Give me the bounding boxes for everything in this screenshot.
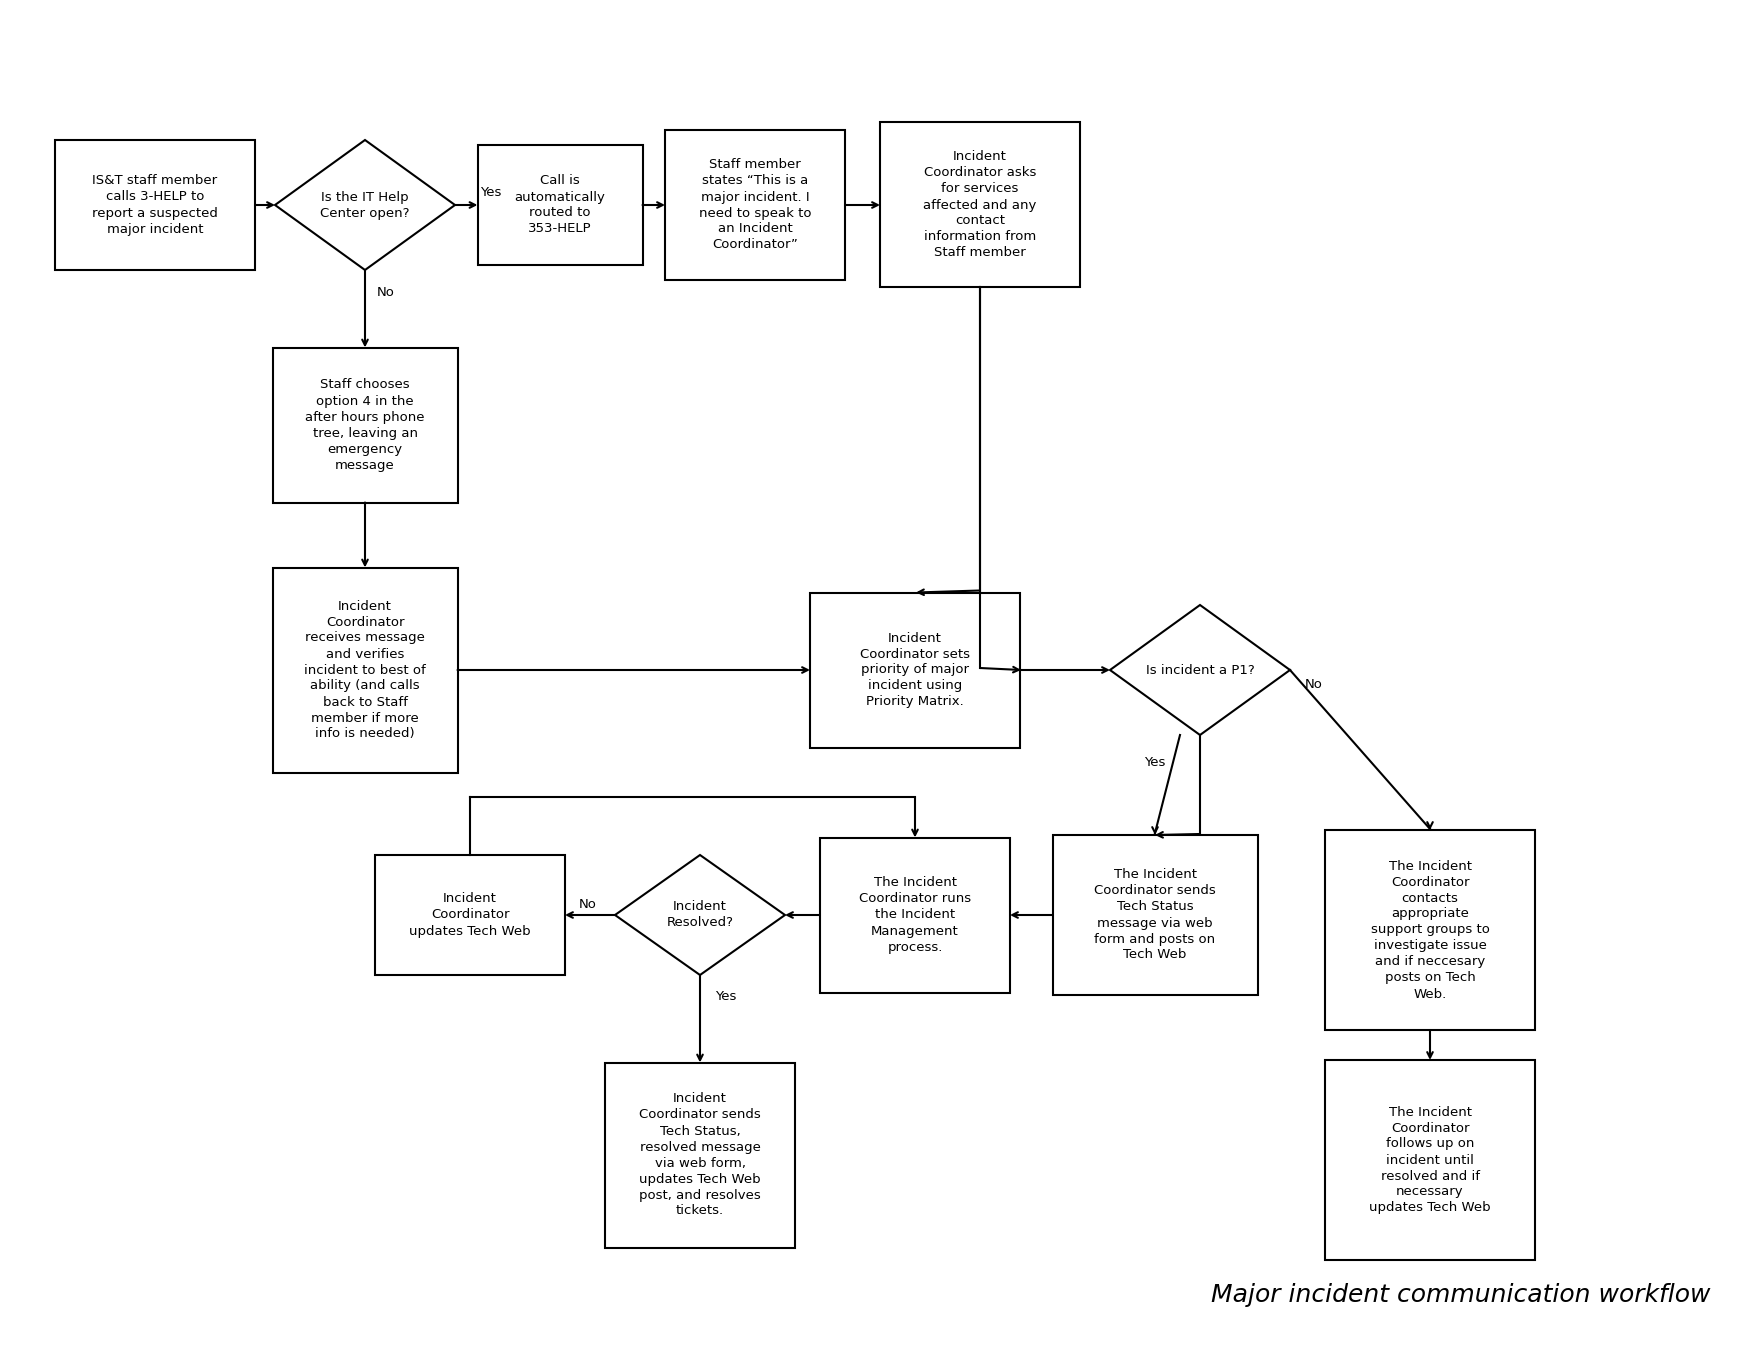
Text: The Incident
Coordinator runs
the Incident
Management
process.: The Incident Coordinator runs the Incide…: [859, 876, 972, 953]
Text: Incident
Coordinator sends
Tech Status,
resolved message
via web form,
updates T: Incident Coordinator sends Tech Status, …: [639, 1092, 760, 1217]
Text: The Incident
Coordinator
follows up on
incident until
resolved and if
necessary
: The Incident Coordinator follows up on i…: [1369, 1106, 1491, 1214]
Text: The Incident
Coordinator
contacts
appropriate
support groups to
investigate issu: The Incident Coordinator contacts approp…: [1371, 860, 1489, 1001]
Bar: [55, 140, 255, 271]
Bar: [273, 567, 458, 772]
Text: Is the IT Help
Center open?: Is the IT Help Center open?: [320, 190, 410, 219]
Text: Staff chooses
option 4 in the
after hours phone
tree, leaving an
emergency
messa: Staff chooses option 4 in the after hour…: [304, 378, 424, 472]
Bar: [665, 131, 845, 280]
Text: The Incident
Coordinator sends
Tech Status
message via web
form and posts on
Tec: The Incident Coordinator sends Tech Stat…: [1095, 869, 1216, 962]
Text: No: No: [377, 286, 394, 298]
Bar: [1325, 1059, 1535, 1259]
Bar: [880, 122, 1081, 287]
Text: Yes: Yes: [480, 186, 502, 200]
Text: Staff member
states “This is a
major incident. I
need to speak to
an Incident
Co: Staff member states “This is a major inc…: [699, 159, 811, 252]
Bar: [375, 855, 565, 975]
Polygon shape: [614, 855, 785, 975]
Bar: [605, 1062, 796, 1247]
Bar: [477, 146, 642, 265]
Text: Incident
Coordinator sets
priority of major
incident using
Priority Matrix.: Incident Coordinator sets priority of ma…: [861, 631, 970, 709]
Text: Yes: Yes: [1144, 756, 1165, 770]
Bar: [820, 838, 1010, 993]
Text: Incident
Resolved?: Incident Resolved?: [667, 900, 734, 929]
Text: Yes: Yes: [715, 990, 736, 1004]
Text: Major incident communication workflow: Major incident communication workflow: [1211, 1282, 1711, 1307]
Bar: [273, 348, 458, 502]
Text: Incident
Coordinator
updates Tech Web: Incident Coordinator updates Tech Web: [408, 892, 532, 937]
Text: No: No: [579, 899, 597, 911]
Text: Incident
Coordinator
receives message
and verifies
incident to best of
ability (: Incident Coordinator receives message an…: [304, 600, 426, 740]
Polygon shape: [1111, 605, 1290, 734]
Text: No: No: [1304, 679, 1324, 691]
Polygon shape: [275, 140, 456, 271]
Bar: [1325, 830, 1535, 1030]
Bar: [810, 593, 1021, 748]
Bar: [1052, 835, 1257, 996]
Text: IS&T staff member
calls 3-HELP to
report a suspected
major incident: IS&T staff member calls 3-HELP to report…: [92, 174, 218, 235]
Text: Call is
automatically
routed to
353-HELP: Call is automatically routed to 353-HELP: [514, 174, 605, 235]
Text: Incident
Coordinator asks
for services
affected and any
contact
information from: Incident Coordinator asks for services a…: [924, 151, 1037, 260]
Text: Is incident a P1?: Is incident a P1?: [1146, 664, 1255, 676]
